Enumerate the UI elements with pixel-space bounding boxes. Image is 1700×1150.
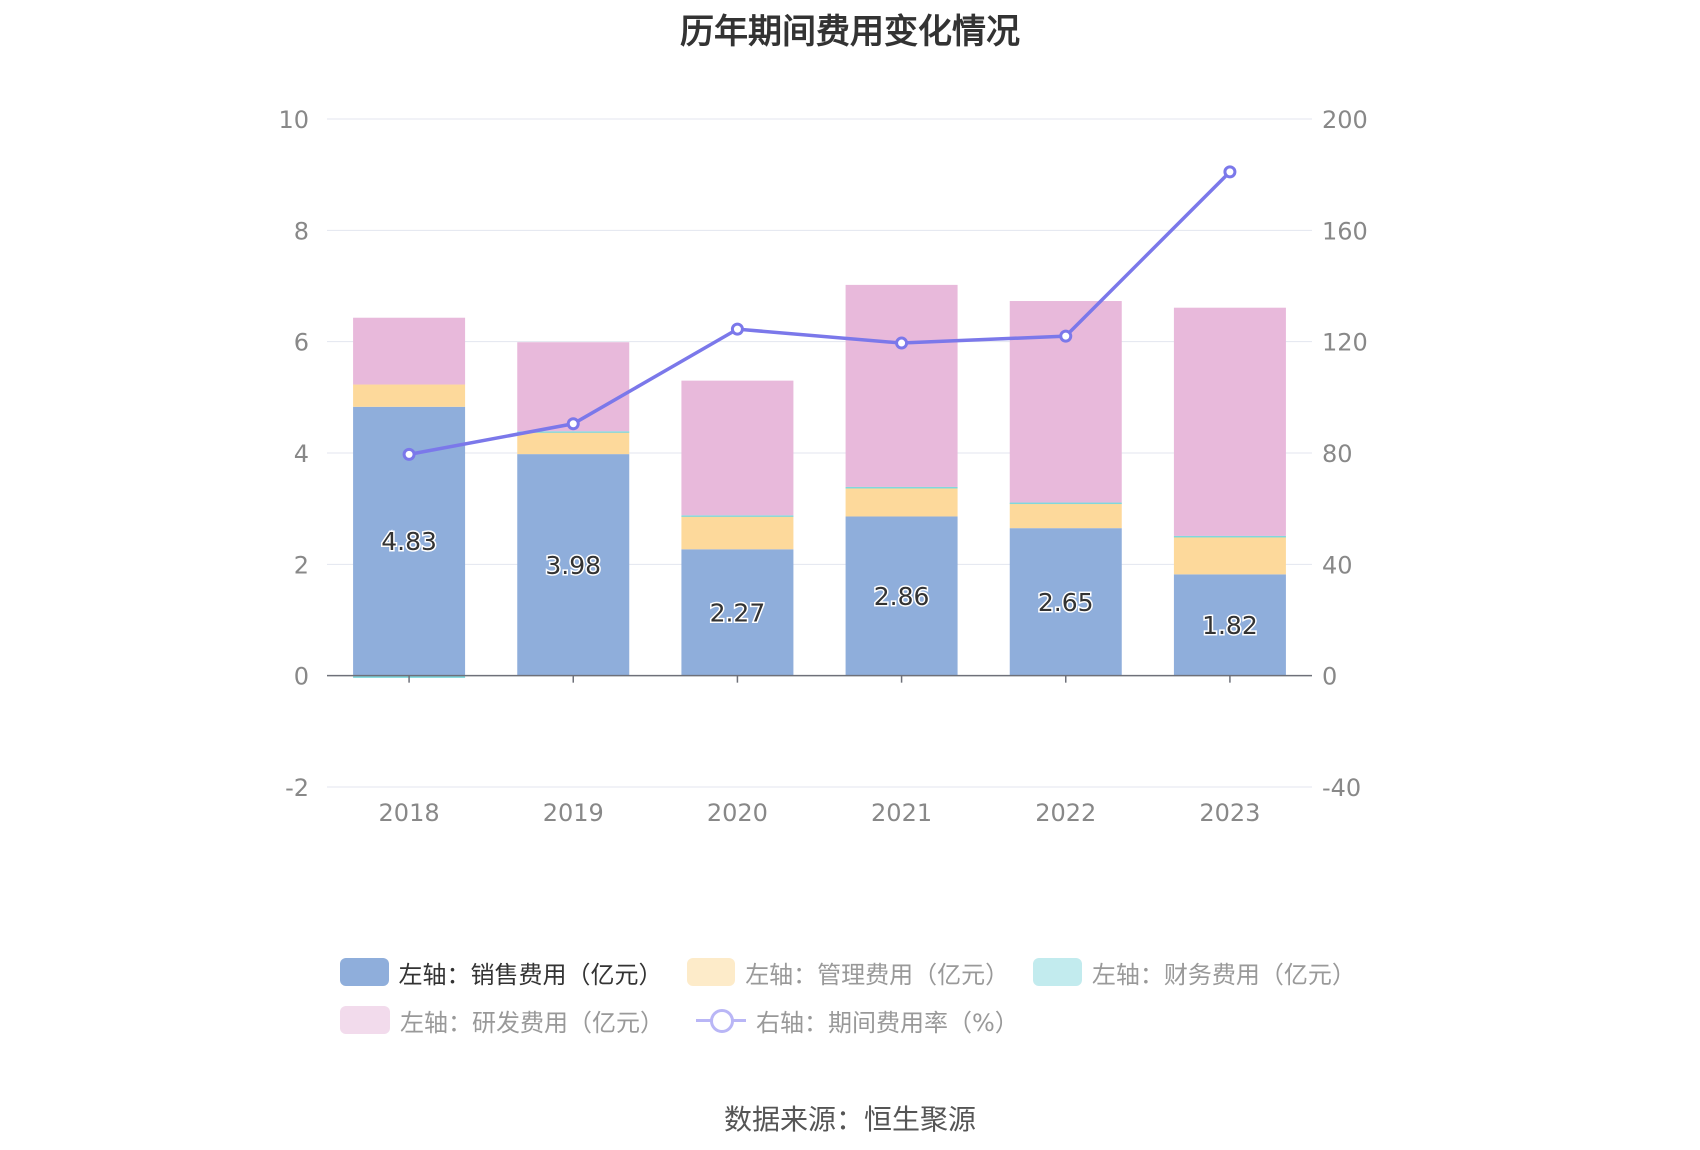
legend-label-finance: 左轴：财务费用（亿元） [1091,960,1356,989]
x-axis-tick-label: 2019 [543,799,604,827]
data-label-sales: 2.86 [874,582,930,611]
bar-finance-2021 [845,486,958,489]
left-axis-tick-label: 10 [278,106,309,134]
legend-swatch-admin [686,958,736,986]
right-axis-tick-label: -40 [1322,774,1361,802]
bar-sales-2019 [517,454,630,676]
legend-item-rnd[interactable]: 左轴：研发费用（亿元） [340,1003,664,1038]
legend-row: 左轴：研发费用（亿元） 右轴：期间费用率（%） [340,996,1380,1044]
legend-item-admin[interactable]: 左轴：管理费用（亿元） [686,955,1010,990]
left-axis-tick-label: 6 [294,329,309,357]
right-axis-tick-label: 80 [1322,440,1353,468]
expense-rate-point-2019 [566,417,580,431]
expense-rate-point-2018 [402,447,416,461]
expense-rate-line [408,170,1232,457]
right-axis-tick-label: 120 [1322,329,1368,357]
data-label-sales: 1.82 [1202,611,1258,640]
bar-rnd-2021 [845,284,958,487]
bar-finance-2020 [681,515,794,517]
bar-admin-2018 [353,384,466,407]
right-axis-tick-label: 160 [1322,217,1368,245]
data-label-sales: 2.27 [710,598,766,627]
chart-title: 历年期间费用变化情况 [680,12,1020,52]
bar-admin-2023 [1173,536,1286,575]
data-label-sales: 3.98 [545,551,601,580]
bar-finance-2023 [1173,535,1286,538]
legend-item-expense-rate[interactable]: 右轴：期间费用率（%） [696,1003,1019,1038]
legend: 左轴：销售费用（亿元） 左轴：管理费用（亿元） 左轴：财务费用（亿元） 左轴：研… [340,948,1380,1044]
data-label-sales: 2.65 [1038,588,1094,617]
legend-label-admin: 左轴：管理费用（亿元） [745,960,1010,989]
bar-sales-2023 [1173,574,1286,676]
bar-rnd-2023 [1173,307,1286,536]
legend-label-sales: 左轴：销售费用（亿元） [398,960,663,989]
legend-row: 左轴：销售费用（亿元） 左轴：管理费用（亿元） 左轴：财务费用（亿元） [340,948,1380,996]
expense-rate-point-2023 [1223,165,1237,179]
left-axis-tick-label: 0 [294,663,309,691]
bar-rnd-2020 [681,380,794,516]
data-label-sales: 4.83 [381,527,437,556]
bar-admin-2019 [517,431,630,455]
right-axis-tick-label: 0 [1322,663,1337,691]
expense-rate-point-2022 [1059,329,1073,343]
bar-finance-2022 [1009,502,1122,505]
bar-sales-2020 [681,549,794,676]
x-axis-tick-label: 2023 [1199,799,1260,827]
legend-swatch-expense-rate [696,1006,746,1034]
left-axis-tick-label: 2 [294,551,309,579]
expense-rate-point-2020 [730,322,744,336]
chart: -2 0 2 4 6 8 10 -40 0 40 80 120 160 200 2018 2019 2020 20… [278,106,1368,827]
x-axis-tick-label: 2020 [707,799,768,827]
bar-admin-2022 [1009,503,1122,529]
right-axis-tick-label: 40 [1322,551,1353,579]
bar-sales-2022 [1009,528,1122,676]
bar-admin-2021 [845,487,958,517]
expense-rate-point-2021 [895,336,909,350]
source-note: 数据来源：恒生聚源 [723,1103,976,1136]
bar-rnd-2018 [353,317,466,385]
legend-label-rnd: 左轴：研发费用（亿元） [400,1008,664,1037]
legend-swatch-sales [340,958,389,986]
legend-swatch-finance [1033,958,1082,986]
left-axis-tick-label: 8 [294,217,309,245]
legend-swatch-rnd [340,1006,390,1034]
x-axis-tick-label: 2021 [871,799,932,827]
x-axis-tick-label: 2018 [379,799,440,827]
left-axis-tick-label: -2 [285,774,309,802]
left-axis-tick-label: 4 [294,440,309,468]
bar-rnd-2019 [517,342,630,432]
x-axis-tick-label: 2022 [1035,799,1096,827]
bar-sales-2021 [845,516,958,676]
bar-admin-2020 [681,515,794,550]
legend-item-sales[interactable]: 左轴：销售费用（亿元） [340,955,663,990]
legend-item-finance[interactable]: 左轴：财务费用（亿元） [1033,955,1356,990]
bar-finance-2019 [517,431,630,433]
legend-label-expense-rate: 右轴：期间费用率（%） [756,1008,1019,1037]
right-axis-tick-label: 200 [1322,106,1368,134]
